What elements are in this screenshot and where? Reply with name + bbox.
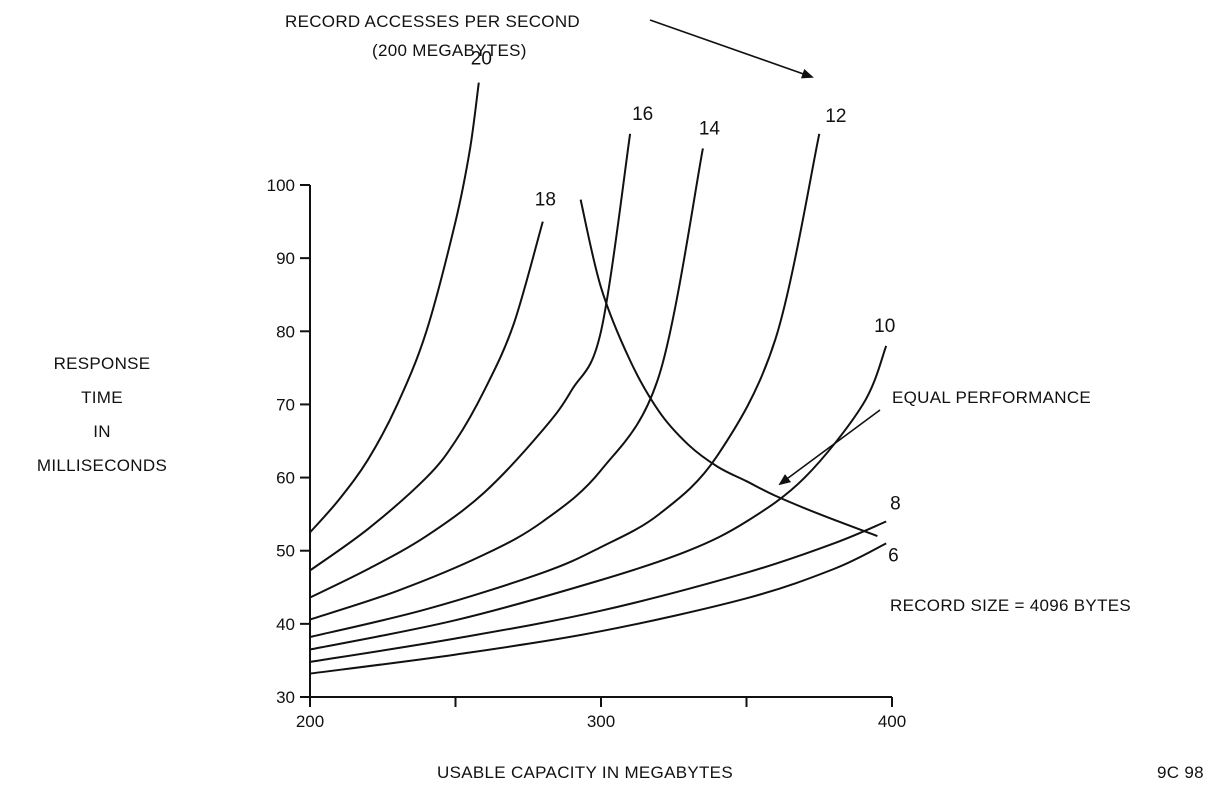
curve-18 <box>309 221 544 572</box>
record-size-label: RECORD SIZE = 4096 BYTES <box>890 596 1131 615</box>
chart-subtitle: (200 MEGABYTES) <box>372 41 527 60</box>
y-axis-label-line-2: TIME <box>81 388 123 407</box>
chart-title: RECORD ACCESSES PER SECOND <box>285 12 580 31</box>
x-tick-label-400: 400 <box>878 712 906 731</box>
equal-performance-label: EQUAL PERFORMANCE <box>892 388 1091 407</box>
x-tick-label-300: 300 <box>587 712 615 731</box>
curve-label-16: 16 <box>632 104 653 125</box>
y-axis-label-line-1: RESPONSE <box>54 354 151 373</box>
curve-label-12: 12 <box>825 106 846 127</box>
curve-label-18: 18 <box>535 190 556 211</box>
y-tick-label-90: 90 <box>276 249 295 268</box>
y-tick-label-30: 30 <box>276 688 295 707</box>
curve-16 <box>309 133 632 599</box>
curve-label-6: 6 <box>888 545 899 566</box>
curve-14 <box>309 148 704 621</box>
curve-label-8: 8 <box>890 493 901 514</box>
y-tick-label-60: 60 <box>276 469 295 488</box>
ticks-layer: 30 40 50 60 70 80 90 100 200 300 400 <box>267 176 907 731</box>
curve-10 <box>309 345 888 651</box>
figure-code-label: 9C 98 <box>1157 763 1204 782</box>
x-tick-label-200: 200 <box>296 712 324 731</box>
curve-8 <box>309 520 887 663</box>
equal-performance-arrow <box>778 409 881 486</box>
curve-6 <box>309 542 887 675</box>
y-tick-label-70: 70 <box>276 395 295 414</box>
y-tick-label-40: 40 <box>276 615 295 634</box>
curve-label-20: 20 <box>471 49 492 70</box>
curve-label-14: 14 <box>699 118 721 139</box>
curve-12 <box>309 133 821 638</box>
y-axis-label-line-3: IN <box>93 422 111 441</box>
curves-layer: 20 18 16 14 12 10 8 6 <box>309 49 901 675</box>
y-tick-label-50: 50 <box>276 542 295 561</box>
y-tick-label-80: 80 <box>276 322 295 341</box>
curve-label-10: 10 <box>874 316 895 337</box>
x-axis-label: USABLE CAPACITY IN MEGABYTES <box>437 763 733 782</box>
title-arrow <box>649 19 814 79</box>
y-tick-label-100: 100 <box>267 176 295 195</box>
curve-equal-performance <box>579 199 878 538</box>
curve-20 <box>309 82 480 534</box>
y-axis-label-line-4: MILLISECONDS <box>37 456 167 475</box>
